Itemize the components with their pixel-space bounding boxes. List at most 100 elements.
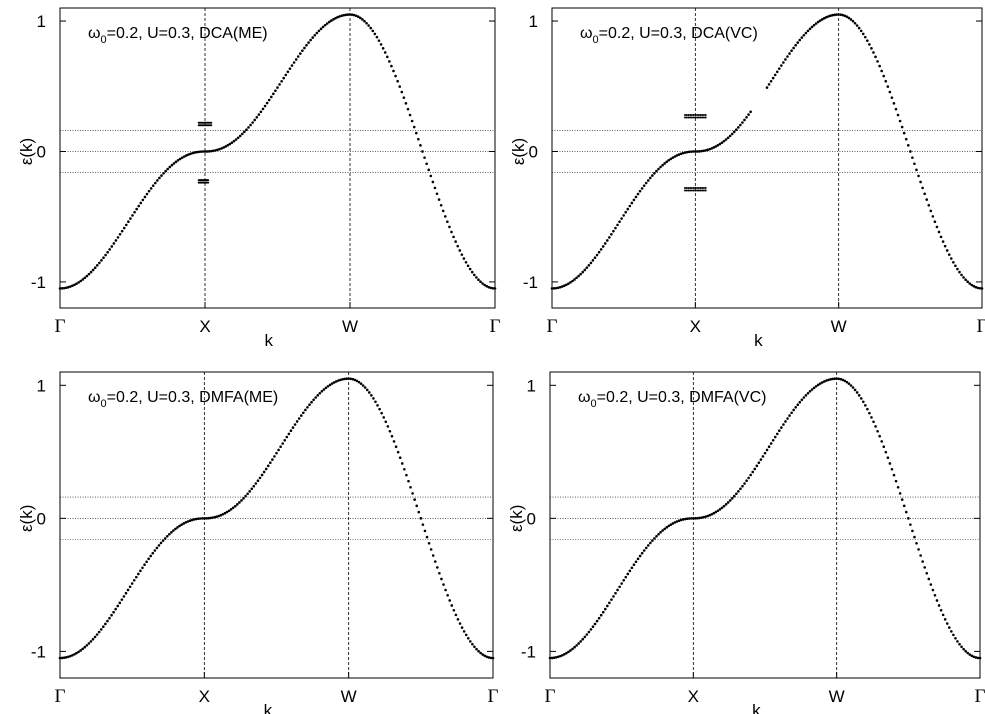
- data-point: [669, 157, 673, 161]
- data-point: [230, 141, 234, 144]
- data-point: [421, 150, 424, 153]
- data-point: [145, 560, 148, 564]
- data-point: [483, 283, 486, 287]
- data-point: [209, 516, 212, 520]
- data-point: [661, 163, 664, 167]
- data-point: [367, 391, 371, 394]
- data-point: [704, 515, 707, 518]
- data-point: [945, 249, 949, 252]
- band-point: [687, 189, 690, 192]
- data-point: [207, 150, 211, 153]
- data-point: [644, 546, 648, 550]
- data-point: [923, 566, 927, 569]
- y-tick-label: 0: [37, 142, 46, 161]
- data-point: [172, 529, 175, 532]
- data-point: [806, 29, 810, 33]
- plot-frame: [549, 371, 981, 679]
- data-point: [172, 162, 176, 165]
- band-point: [702, 189, 705, 192]
- data-point: [73, 652, 76, 656]
- data-point: [108, 616, 111, 620]
- data-point: [786, 417, 789, 420]
- data-point: [638, 554, 642, 558]
- data-point: [808, 27, 812, 31]
- plot-frame: [551, 7, 983, 309]
- data-point: [143, 195, 147, 199]
- data-point: [222, 146, 225, 149]
- data-point: [265, 101, 269, 105]
- data-point: [796, 403, 800, 406]
- data-point: [974, 656, 978, 659]
- data-point: [859, 29, 863, 33]
- data-point: [917, 548, 920, 551]
- data-point: [427, 168, 431, 172]
- data-point: [160, 174, 163, 177]
- data-point: [433, 560, 437, 563]
- data-point: [60, 287, 64, 290]
- data-point: [127, 220, 130, 223]
- data-point: [304, 408, 307, 412]
- data-point: [933, 594, 937, 597]
- data-point: [968, 282, 972, 285]
- data-point: [252, 484, 256, 488]
- data-point: [663, 527, 666, 531]
- band-point: [692, 113, 695, 116]
- data-point: [870, 47, 873, 50]
- data-point: [131, 214, 134, 217]
- data-point: [784, 58, 787, 61]
- data-point: [960, 273, 963, 277]
- data-point: [589, 628, 593, 631]
- band-point: [685, 113, 688, 116]
- x-tick-label: Γ: [977, 316, 985, 337]
- data-point: [954, 636, 957, 640]
- data-point: [679, 152, 683, 156]
- data-point: [159, 541, 163, 545]
- data-point: [843, 14, 847, 18]
- band-point: [689, 189, 692, 192]
- data-point: [810, 388, 814, 391]
- chart-panel-1: -1 0 1 Γ X W Γk ε(k) ω0=0.2, U=0.3, DCA(ME): [17, 7, 501, 350]
- data-point: [448, 225, 451, 229]
- data-point: [481, 282, 484, 285]
- data-point: [197, 150, 201, 154]
- data-point: [71, 284, 74, 288]
- data-point: [833, 13, 836, 17]
- data-point: [340, 14, 344, 18]
- data-point: [410, 119, 414, 123]
- chart-title: ω0=0.2, U=0.3, DMFA(VC): [578, 389, 766, 410]
- data-point: [692, 517, 695, 520]
- data-point: [814, 22, 818, 25]
- data-point: [91, 637, 95, 641]
- data-point: [337, 379, 340, 382]
- data-point: [827, 15, 830, 18]
- data-point: [403, 467, 406, 471]
- data-point: [925, 571, 929, 575]
- data-point: [833, 377, 836, 381]
- data-point: [211, 149, 215, 153]
- data-point: [176, 159, 180, 162]
- data-point: [900, 125, 904, 129]
- data-point: [716, 509, 720, 513]
- data-point: [726, 136, 730, 140]
- data-point: [675, 154, 679, 157]
- data-point: [190, 518, 194, 522]
- data-point: [759, 458, 763, 461]
- data-point: [649, 541, 652, 545]
- data-point: [882, 74, 886, 78]
- data-point: [651, 174, 654, 177]
- data-point: [825, 379, 828, 382]
- data-point: [661, 529, 664, 532]
- data-point: [749, 110, 752, 114]
- data-point: [560, 285, 564, 288]
- data-point: [966, 651, 970, 655]
- data-point: [89, 270, 93, 274]
- data-point: [628, 204, 632, 208]
- data-point: [958, 270, 961, 274]
- data-point: [737, 490, 740, 493]
- data-point: [371, 29, 375, 33]
- data-point: [915, 541, 918, 545]
- data-point: [75, 282, 78, 285]
- data-point: [255, 116, 259, 119]
- data-point: [392, 440, 396, 443]
- data-point: [456, 618, 460, 621]
